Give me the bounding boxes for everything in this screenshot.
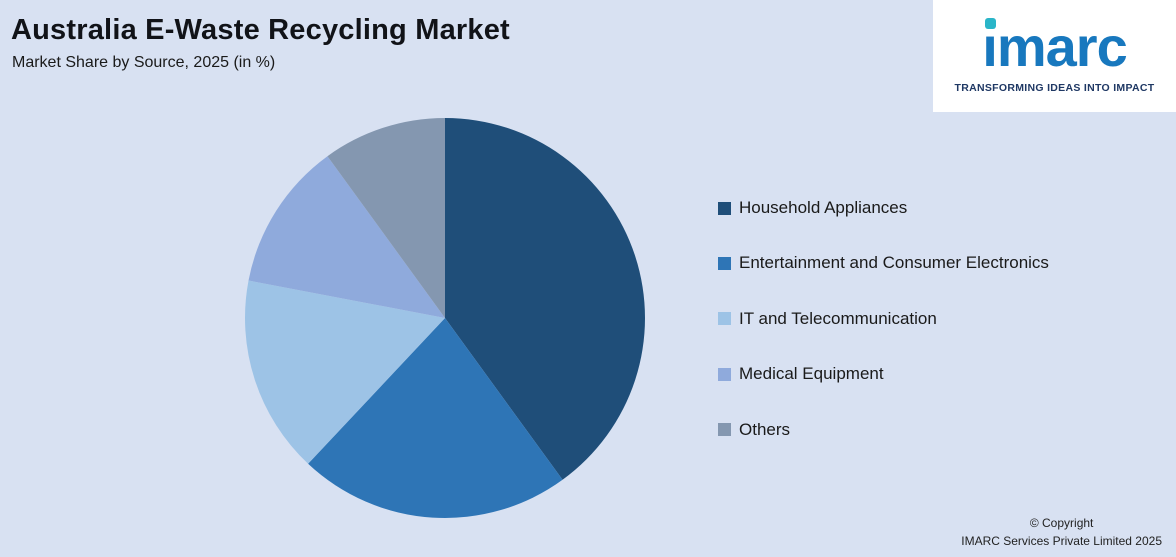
page-subtitle: Market Share by Source, 2025 (in %)	[12, 54, 276, 71]
legend-swatch	[718, 312, 731, 326]
pie-slice-5	[327, 118, 445, 318]
legend-item: Others	[718, 420, 1049, 440]
legend-item: Medical Equipment	[718, 364, 1049, 384]
imarc-logo: ımarc TRANSFORMING IDEAS INTO IMPACT	[933, 0, 1176, 112]
pie-chart	[245, 118, 645, 518]
legend-label: Others	[739, 419, 791, 439]
legend-swatch	[718, 423, 731, 437]
logo-wordmark: ımarc	[982, 17, 1128, 75]
legend-swatch	[718, 367, 731, 381]
legend-swatch	[718, 201, 731, 215]
legend-item: Entertainment and Consumer Electronics	[718, 253, 1049, 273]
copyright: © Copyright IMARC Services Private Limit…	[961, 514, 1162, 551]
copyright-line-1: © Copyright	[1029, 515, 1094, 530]
pie-slice-4	[248, 156, 445, 318]
legend-item: Household Appliances	[718, 198, 1049, 218]
page-title: Australia E-Waste Recycling Market	[11, 14, 510, 46]
header: Australia E-Waste Recycling Market Marke…	[11, 14, 510, 72]
legend: Household Appliances Entertainment and C…	[718, 198, 1049, 475]
legend-item: IT and Telecommunication	[718, 309, 1049, 329]
legend-label: Medical Equipment	[739, 364, 884, 384]
logo-brand: ımarc	[982, 14, 1127, 78]
pie-slice-2	[308, 318, 563, 518]
pie-slice-1	[445, 118, 645, 480]
legend-label: Entertainment and Consumer Electronics	[739, 253, 1049, 273]
copyright-line-2: IMARC Services Private Limited 2025	[961, 534, 1162, 549]
logo-dot-icon	[985, 17, 997, 29]
pie-slice-3	[245, 280, 445, 464]
legend-swatch	[718, 257, 731, 271]
legend-label: IT and Telecommunication	[739, 308, 937, 328]
legend-label: Household Appliances	[739, 198, 908, 217]
logo-tagline: TRANSFORMING IDEAS INTO IMPACT	[954, 81, 1155, 94]
